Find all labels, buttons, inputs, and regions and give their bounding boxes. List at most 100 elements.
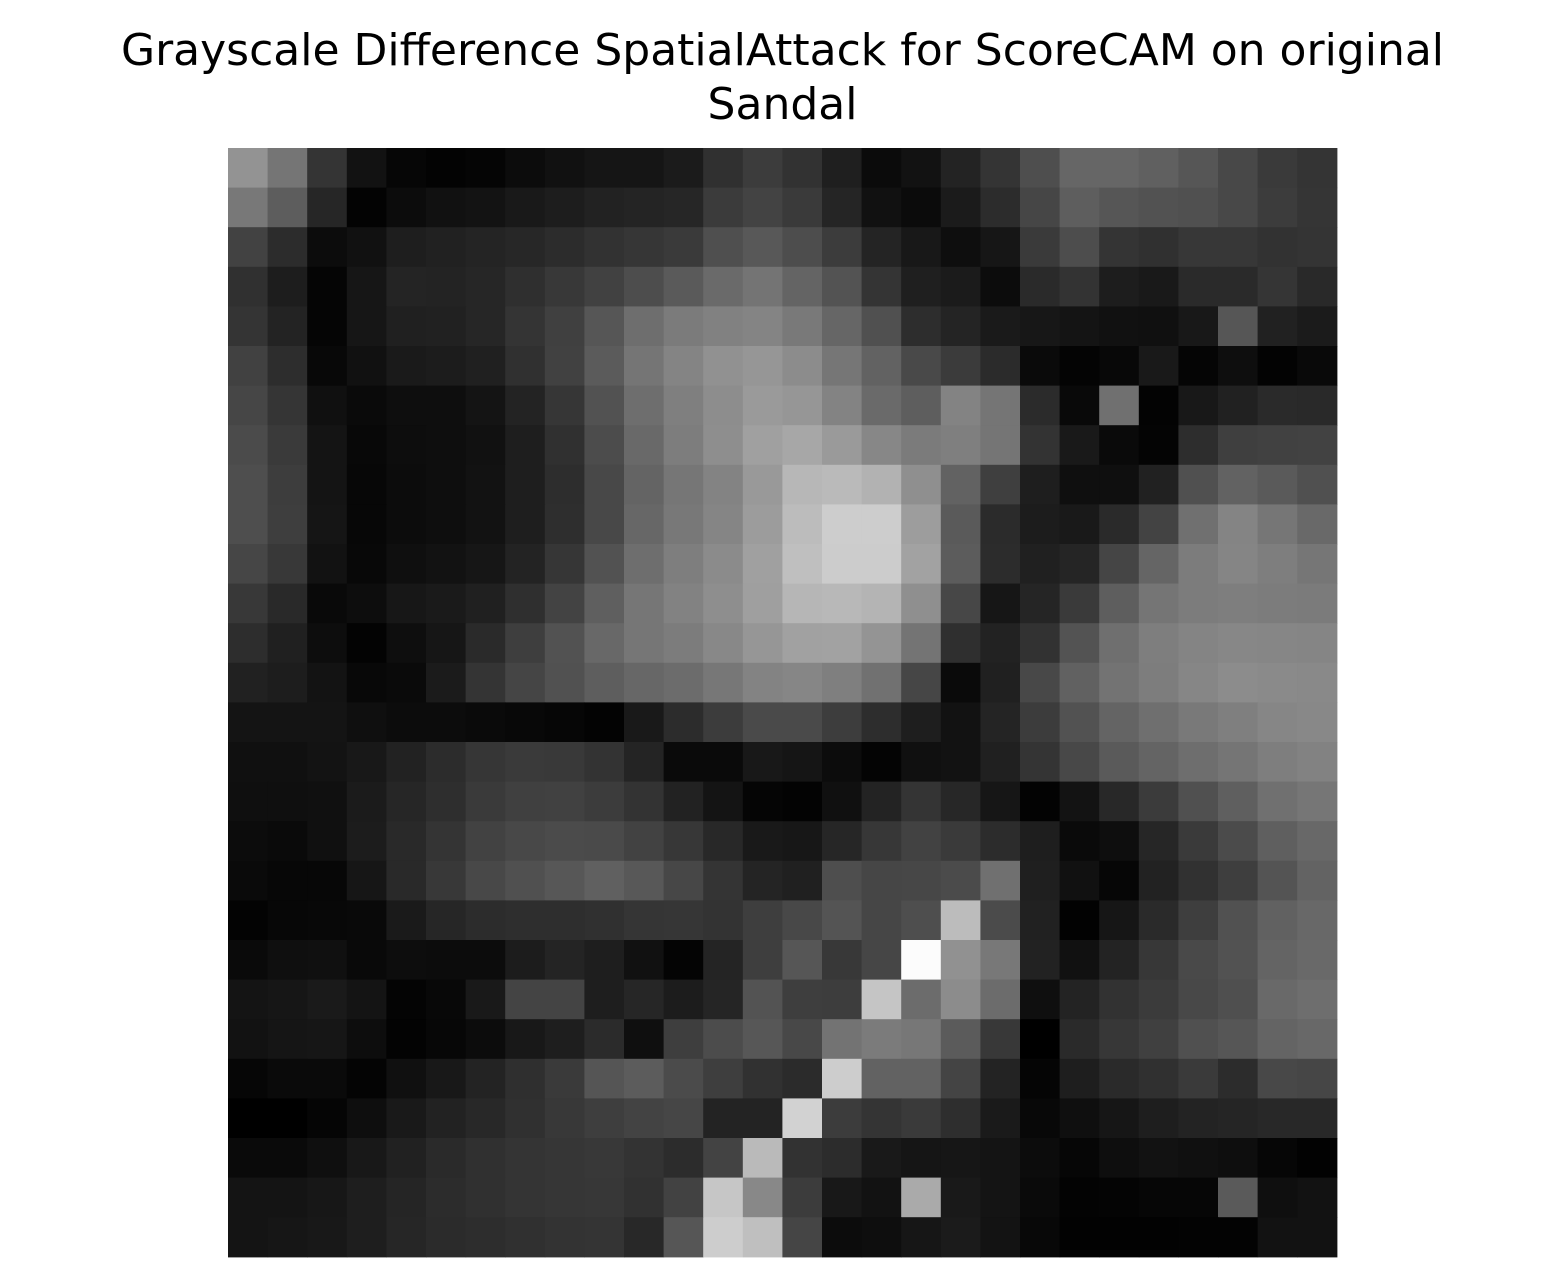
heatmap-cell — [663, 742, 704, 783]
heatmap-cell — [544, 583, 585, 624]
heatmap-cell — [663, 979, 704, 1020]
heatmap-cell — [703, 860, 744, 901]
heatmap-cell — [901, 940, 942, 981]
heatmap-cell — [584, 662, 625, 703]
heatmap-cell — [584, 1217, 625, 1258]
heatmap-cell — [505, 940, 546, 981]
heatmap-cell — [307, 1138, 348, 1179]
heatmap-cell — [1138, 940, 1179, 981]
heatmap-cell — [782, 583, 823, 624]
heatmap-cell — [703, 900, 744, 941]
heatmap-cell — [465, 425, 506, 466]
heatmap-cell — [822, 1058, 863, 1099]
heatmap-cell — [386, 227, 427, 268]
heatmap-cell — [426, 504, 467, 545]
heatmap-cell — [267, 385, 308, 426]
heatmap-cell — [465, 583, 506, 624]
heatmap-cell — [386, 1019, 427, 1060]
heatmap-cell — [624, 979, 665, 1020]
heatmap-cell — [465, 702, 506, 743]
heatmap-cell — [703, 1217, 744, 1258]
heatmap-cell — [1059, 1058, 1100, 1099]
heatmap-cell — [940, 781, 981, 822]
heatmap-cell — [1297, 504, 1338, 545]
heatmap-cell — [584, 425, 625, 466]
heatmap-cell — [742, 1138, 783, 1179]
heatmap-cell — [307, 504, 348, 545]
heatmap-cell — [584, 346, 625, 387]
heatmap-cell — [386, 623, 427, 664]
heatmap-cell — [465, 1217, 506, 1258]
heatmap-cell — [861, 464, 902, 505]
heatmap-cell — [663, 623, 704, 664]
heatmap-cell — [1178, 464, 1219, 505]
heatmap-cell — [782, 702, 823, 743]
heatmap-cell — [1178, 583, 1219, 624]
heatmap-cell — [1020, 1217, 1061, 1258]
heatmap-cell — [663, 464, 704, 505]
heatmap-cell — [505, 425, 546, 466]
heatmap-cell — [980, 781, 1021, 822]
heatmap-cell — [1178, 702, 1219, 743]
heatmap-cell — [505, 148, 546, 189]
heatmap-cell — [1059, 1019, 1100, 1060]
heatmap-cell — [1297, 227, 1338, 268]
heatmap-cell — [465, 900, 506, 941]
heatmap-cell — [1138, 1217, 1179, 1258]
heatmap-cell — [861, 900, 902, 941]
heatmap-cell — [901, 544, 942, 585]
heatmap-cell — [703, 187, 744, 228]
heatmap-cell — [1099, 1177, 1140, 1218]
heatmap-cell — [1218, 1098, 1259, 1139]
heatmap-cell — [1297, 266, 1338, 307]
heatmap-cell — [980, 544, 1021, 585]
heatmap-cell — [980, 385, 1021, 426]
heatmap-cell — [267, 1138, 308, 1179]
heatmap-cell — [1257, 1058, 1298, 1099]
heatmap-cell — [861, 940, 902, 981]
heatmap-cell — [544, 702, 585, 743]
heatmap-cell — [267, 346, 308, 387]
heatmap-cell — [703, 306, 744, 347]
heatmap-cell — [861, 1019, 902, 1060]
heatmap-cell — [307, 306, 348, 347]
heatmap-cell — [505, 346, 546, 387]
heatmap-cell — [901, 1177, 942, 1218]
heatmap-cell — [1020, 900, 1061, 941]
heatmap-cell — [624, 504, 665, 545]
heatmap-cell — [1138, 742, 1179, 783]
heatmap-cell — [663, 1098, 704, 1139]
heatmap-cell — [505, 979, 546, 1020]
heatmap-cell — [1257, 1138, 1298, 1179]
heatmap-cell — [346, 306, 387, 347]
heatmap-cell — [1020, 1138, 1061, 1179]
heatmap-cell — [1218, 1177, 1259, 1218]
heatmap-cell — [624, 1019, 665, 1060]
heatmap-cell — [1257, 1217, 1298, 1258]
heatmap-cell — [1059, 781, 1100, 822]
heatmap-cell — [822, 1177, 863, 1218]
heatmap-cell — [861, 266, 902, 307]
heatmap-cell — [1218, 979, 1259, 1020]
heatmap-cell — [1178, 266, 1219, 307]
heatmap-cell — [980, 464, 1021, 505]
heatmap-cell — [584, 1177, 625, 1218]
heatmap-cell — [426, 583, 467, 624]
heatmap-cell — [544, 1217, 585, 1258]
heatmap-cell — [1297, 583, 1338, 624]
heatmap-cell — [703, 1177, 744, 1218]
heatmap-cell — [624, 306, 665, 347]
heatmap-cell — [386, 860, 427, 901]
heatmap-cell — [1020, 544, 1061, 585]
heatmap-cell — [624, 781, 665, 822]
heatmap-cell — [703, 385, 744, 426]
heatmap-cell — [426, 227, 467, 268]
heatmap-cell — [782, 623, 823, 664]
heatmap-cell — [1059, 306, 1100, 347]
heatmap-cell — [505, 742, 546, 783]
heatmap-cell — [624, 1217, 665, 1258]
heatmap-cell — [940, 623, 981, 664]
heatmap-cell — [426, 464, 467, 505]
heatmap-cell — [1020, 227, 1061, 268]
